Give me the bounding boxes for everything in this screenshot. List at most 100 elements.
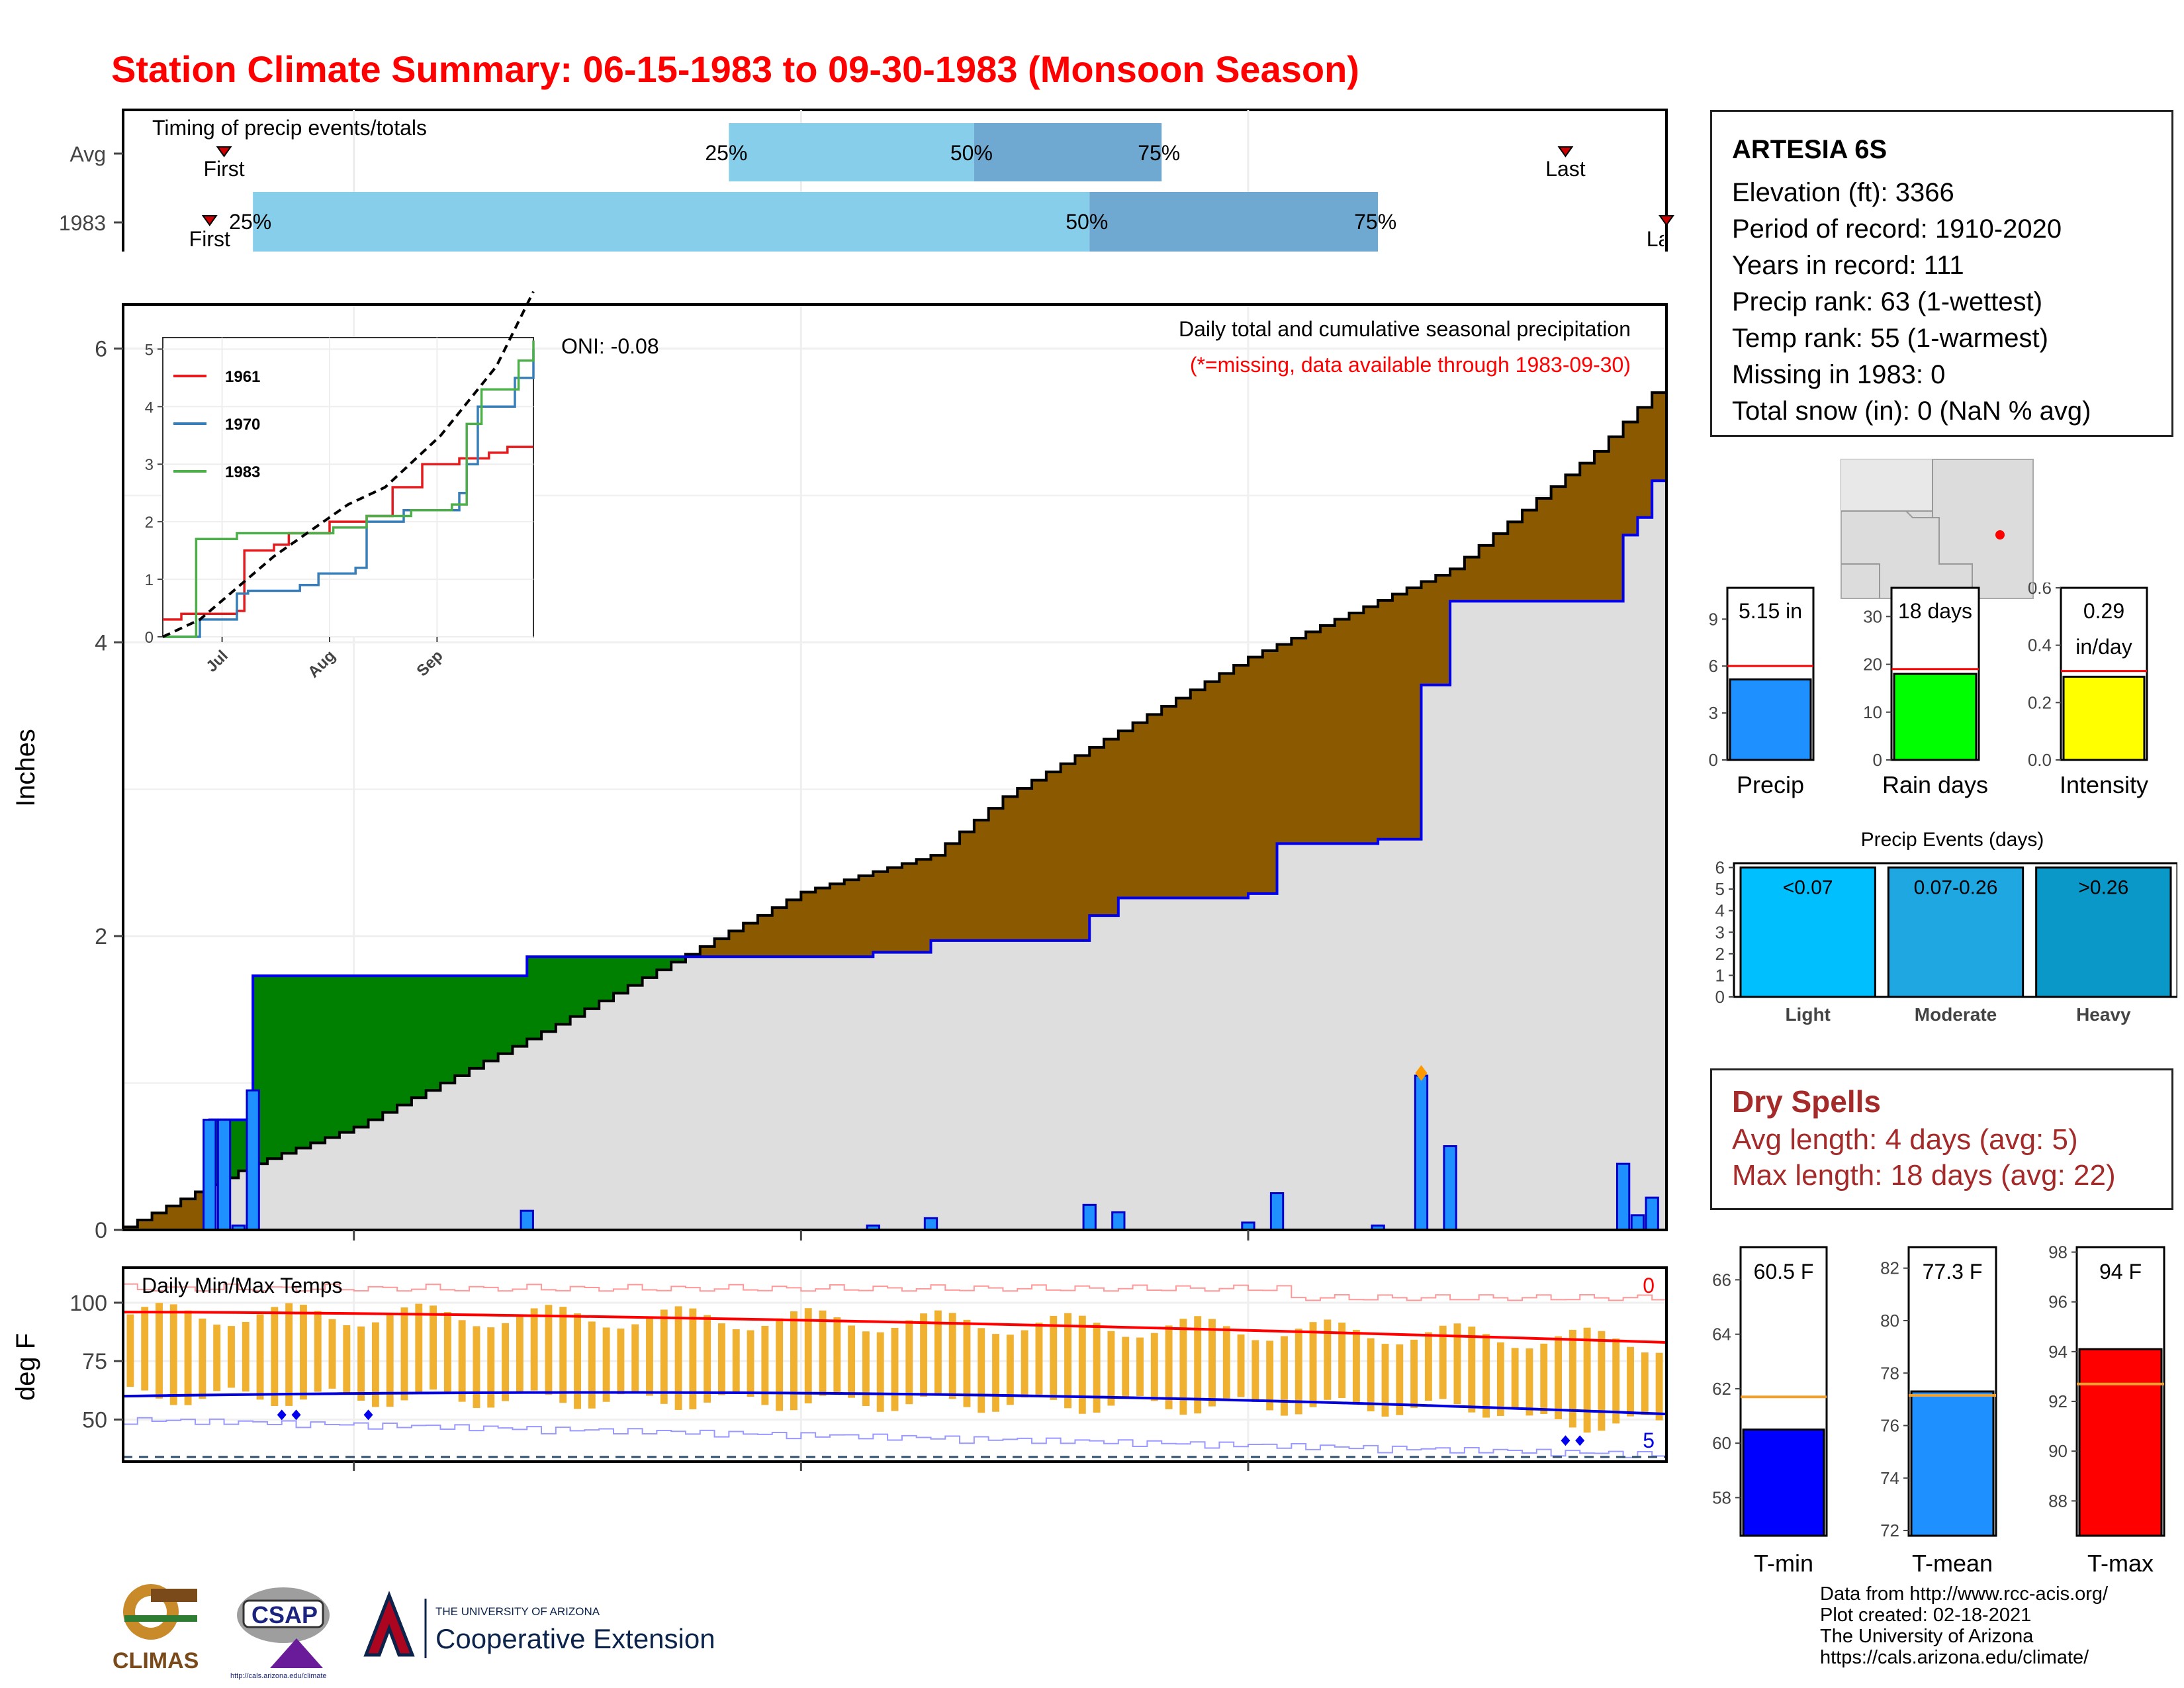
surplus-area bbox=[325, 976, 340, 1138]
deficit-area bbox=[757, 915, 773, 957]
mini-ytick-label: 30 bbox=[1863, 606, 1882, 626]
credit-data-source: Data from http://www.rcc-acis.org/ bbox=[1820, 1583, 2109, 1605]
daily-temp-bar bbox=[256, 1314, 264, 1400]
record-high-line bbox=[123, 1283, 1667, 1301]
mini-axis-label: Intensity bbox=[2060, 771, 2148, 798]
dry-spells-avg: Avg length: 4 days (avg: 5) bbox=[1732, 1123, 2078, 1156]
avg-first-label: First bbox=[203, 157, 244, 181]
timing-row-label: Avg bbox=[69, 142, 106, 166]
daily-temp-bar bbox=[862, 1331, 870, 1407]
daily-temp-bar bbox=[1237, 1334, 1245, 1397]
record-low-line bbox=[123, 1417, 1667, 1458]
daily-temp-bar bbox=[891, 1327, 899, 1411]
inset-legend-label: 1970 bbox=[225, 416, 260, 434]
event-range-label: >0.26 bbox=[2078, 877, 2128, 899]
daily-temp-bar bbox=[1035, 1323, 1043, 1395]
deficit-area bbox=[137, 1219, 153, 1230]
deficit-area bbox=[1565, 475, 1580, 602]
deficit-area bbox=[901, 863, 917, 953]
tbar-ytick-label: 76 bbox=[1880, 1416, 1899, 1436]
surplus-area bbox=[455, 976, 470, 1076]
daily-temp-bar bbox=[328, 1319, 336, 1389]
surplus-area bbox=[469, 976, 484, 1068]
timing-panel: Timing of precip events/totals Avg 1983 25%… bbox=[59, 109, 1674, 252]
mini-ytick-label: 9 bbox=[1709, 609, 1718, 629]
surplus-area bbox=[599, 957, 614, 1002]
temp-title: Daily Min/Max Temps bbox=[142, 1274, 342, 1297]
deficit-area bbox=[1464, 557, 1480, 602]
surplus-area bbox=[671, 957, 686, 962]
daily-temp-bar bbox=[732, 1329, 740, 1393]
climas-logo: CLIMAS bbox=[113, 1584, 199, 1673]
daily-temp-bar bbox=[1194, 1316, 1202, 1414]
daily-temp-bar bbox=[761, 1325, 769, 1405]
avg-bar-25-50 bbox=[729, 123, 974, 181]
deficit-area bbox=[988, 808, 1004, 941]
events-ytick-label: 2 bbox=[1715, 944, 1725, 964]
daily-temp-bar bbox=[790, 1311, 797, 1411]
tbar-axis-label: T-min bbox=[1754, 1550, 1813, 1575]
daily-temp-bar bbox=[1583, 1327, 1591, 1433]
deficit-area bbox=[166, 1205, 181, 1230]
deficit-area bbox=[1132, 722, 1148, 898]
daily-temp-bar bbox=[1367, 1338, 1375, 1412]
precip-chart: 0 2 4 6 Inches Daily total and cumulative sea… bbox=[11, 291, 1668, 1243]
daily-temp-bar bbox=[1266, 1340, 1274, 1411]
deficit-area bbox=[152, 1213, 167, 1230]
avg-first-marker bbox=[216, 146, 232, 158]
daily-temp-bar bbox=[1655, 1352, 1663, 1421]
event-category-label: Heavy bbox=[2076, 1004, 2131, 1025]
surplus-area bbox=[383, 976, 398, 1113]
deficit-area bbox=[931, 855, 946, 941]
mini-ytick-label: 0.6 bbox=[2028, 583, 2052, 598]
deficit-area bbox=[1392, 594, 1408, 839]
deficit-area bbox=[1104, 739, 1119, 916]
tbar-value-label: 77.3 F bbox=[1923, 1260, 1983, 1284]
daily-temp-bar bbox=[458, 1320, 466, 1402]
deficit-area bbox=[1147, 714, 1162, 898]
surplus-area bbox=[310, 976, 326, 1143]
daily-temp-bar bbox=[934, 1310, 942, 1395]
surplus-area bbox=[411, 976, 427, 1098]
daily-temp-bar bbox=[1453, 1323, 1461, 1405]
deficit-area bbox=[1349, 613, 1364, 844]
daily-temp-bar bbox=[747, 1330, 754, 1397]
events-ytick-label: 4 bbox=[1715, 901, 1725, 921]
daily-temp-bar bbox=[1078, 1315, 1086, 1414]
surplus-area bbox=[296, 976, 311, 1149]
deficit-area bbox=[1608, 436, 1624, 602]
surplus-area bbox=[512, 976, 527, 1047]
tbar-ytick-label: 58 bbox=[1712, 1487, 1731, 1507]
deficit-area bbox=[1089, 747, 1105, 916]
svg-text:THE UNIVERSITY OF ARIZONA: THE UNIVERSITY OF ARIZONA bbox=[435, 1605, 600, 1618]
temp-ytick-label: 50 bbox=[82, 1407, 107, 1432]
daily-temp-bar bbox=[1107, 1331, 1115, 1406]
daily-temp-bar bbox=[978, 1328, 985, 1413]
daily-temp-bar bbox=[1627, 1346, 1634, 1417]
ua-logo: THE UNIVERSITY OF ARIZONA Cooperative Ex… bbox=[363, 1591, 715, 1658]
daily-temp-bar bbox=[1122, 1336, 1130, 1399]
avg-cumulative-line bbox=[123, 377, 1668, 1229]
temp-ytick-label: 75 bbox=[82, 1349, 107, 1374]
mini-bar-precip bbox=[1729, 678, 1812, 761]
inset-ytick-label: 0 bbox=[145, 629, 154, 647]
station-years: Years in record: 111 bbox=[1732, 251, 1964, 280]
surplus-area bbox=[584, 957, 600, 1009]
daily-precip-bar bbox=[1615, 1162, 1631, 1231]
tbar-ytick-label: 74 bbox=[1880, 1468, 1899, 1488]
record-low-marker bbox=[291, 1409, 301, 1421]
page-title: Station Climate Summary: 06-15-1983 to 0… bbox=[111, 48, 1359, 90]
svg-text:CSAP: CSAP bbox=[251, 1601, 318, 1628]
station-temp-rank: Temp rank: 55 (1-warmest) bbox=[1732, 324, 2048, 353]
station-name: ARTESIA 6S bbox=[1732, 135, 1888, 164]
daily-temp-bar bbox=[1381, 1344, 1389, 1417]
tbar-axis-label: T-mean bbox=[1912, 1550, 1993, 1575]
daily-temp-bar bbox=[1309, 1322, 1317, 1407]
tbar-value-label: 60.5 F bbox=[1754, 1260, 1814, 1284]
daily-temp-bar bbox=[299, 1305, 307, 1400]
cumulative-base-area bbox=[123, 473, 1666, 1231]
inset-ytick-label: 2 bbox=[145, 514, 154, 532]
surplus-area bbox=[267, 976, 283, 1159]
daily-temp-bar bbox=[1439, 1325, 1447, 1399]
avg-p25-label: 25% bbox=[705, 141, 747, 165]
